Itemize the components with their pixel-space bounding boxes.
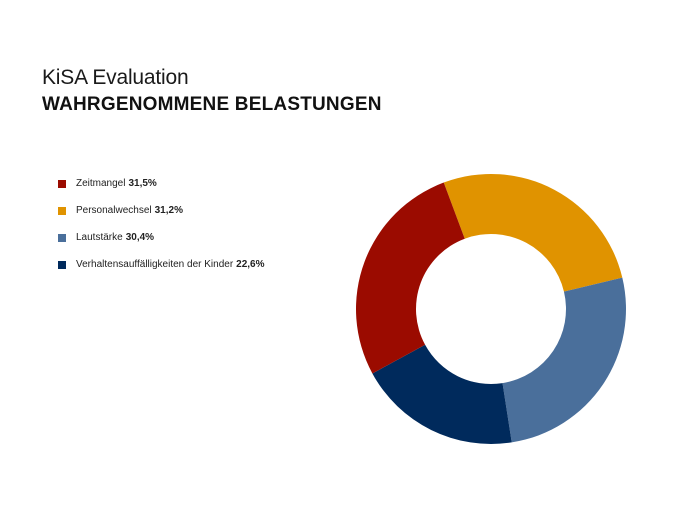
legend-swatch-personalwechsel bbox=[58, 207, 66, 215]
legend-item-zeitmangel: Zeitmangel 31,5% bbox=[58, 178, 265, 190]
title-block: KiSA Evaluation WAHRGENOMMENE BELASTUNGE… bbox=[42, 66, 382, 117]
legend: Zeitmangel 31,5% Personalwechsel 31,2% L… bbox=[58, 178, 265, 286]
legend-value: 22,6% bbox=[236, 259, 265, 270]
donut-slice-zeitmangel bbox=[355, 182, 465, 374]
donut-slice-personalwechsel bbox=[443, 174, 623, 292]
legend-swatch-zeitmangel bbox=[58, 180, 66, 188]
chart-title: KiSA Evaluation bbox=[42, 66, 189, 89]
legend-label: Verhaltensauffälligkeiten der Kinder bbox=[76, 259, 234, 270]
legend-value: 30,4% bbox=[125, 232, 155, 243]
legend-swatch-verhalten bbox=[58, 261, 66, 269]
legend-label: Zeitmangel bbox=[76, 178, 126, 189]
chart-subtitle: WAHRGENOMMENE BELASTUNGEN bbox=[42, 94, 382, 115]
legend-item-personalwechsel: Personalwechsel 31,2% bbox=[58, 205, 265, 217]
donut-slice-verhaltensauffaelligkeiten bbox=[372, 344, 512, 444]
legend-label: Personalwechsel bbox=[76, 205, 152, 216]
legend-value: 31,5% bbox=[128, 178, 157, 189]
legend-item-lautstaerke: Lautstärke 30,4% bbox=[58, 232, 265, 244]
legend-swatch-lautstaerke bbox=[58, 234, 66, 242]
donut-slice-lautstaerke bbox=[502, 277, 626, 443]
legend-item-verhalten: Verhaltensauffälligkeiten der Kinder 22,… bbox=[58, 259, 265, 271]
legend-value: 31,2% bbox=[154, 205, 183, 216]
legend-label: Lautstärke bbox=[76, 232, 123, 243]
